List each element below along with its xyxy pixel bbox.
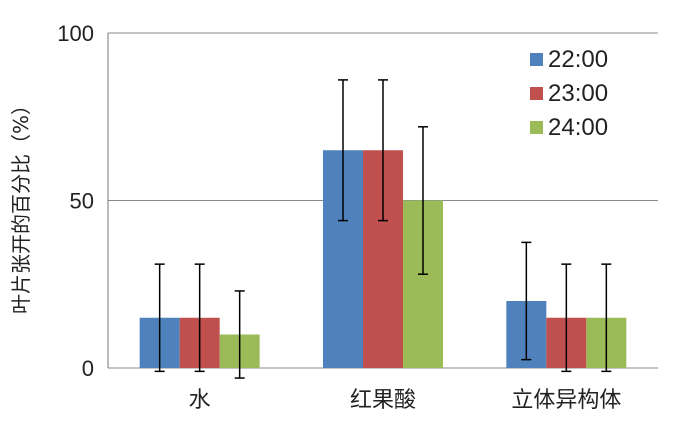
error-bars: [154, 79, 612, 379]
legend: 22:00 23:00 24:00: [530, 46, 608, 141]
y-tick-label: 100: [57, 21, 94, 46]
y-tick-labels: 0 50 100: [57, 21, 94, 381]
legend-swatch: [530, 53, 543, 66]
legend-label: 24:00: [548, 114, 608, 141]
legend-swatch: [530, 87, 543, 100]
legend-label: 22:00: [548, 46, 608, 73]
y-tick-label: 50: [70, 189, 94, 214]
y-axis-label: 叶片张开的百分比（%）: [9, 95, 33, 314]
legend-label: 23:00: [548, 80, 608, 107]
category-label: 红果酸: [350, 388, 416, 413]
category-labels: 水 红果酸 立体异构体: [189, 388, 622, 413]
category-label: 立体异构体: [511, 388, 621, 413]
category-label: 水: [189, 388, 211, 413]
y-tick-label: 0: [82, 356, 94, 381]
legend-swatch: [530, 121, 543, 134]
